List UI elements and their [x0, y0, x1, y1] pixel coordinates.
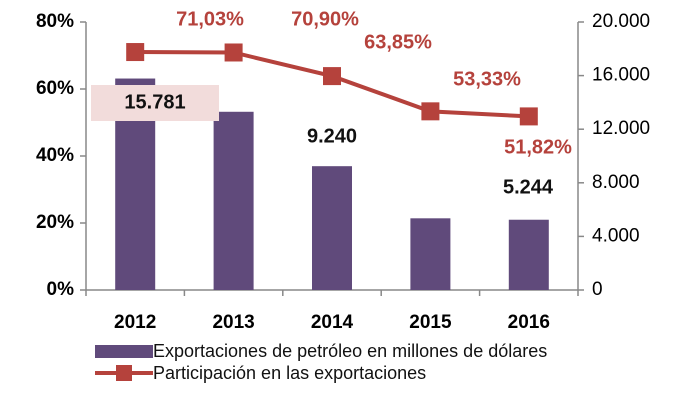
bar [312, 166, 352, 290]
line-value-label: 51,82% [504, 136, 572, 158]
legend-swatch [95, 362, 153, 384]
y2-tick-label: 12.000 [592, 118, 650, 139]
y-tick-label: 40% [36, 145, 74, 166]
x-tick-label: 2013 [212, 312, 254, 333]
y2-tick-label: 20.000 [592, 11, 650, 32]
x-tick-label: 2012 [114, 312, 156, 333]
y-tick-label: 60% [36, 78, 74, 99]
plot: 0% 20% 40% 60% 80% 0 4.000 8.000 12.000 16.000 20.… [36, 8, 650, 333]
y2-tick-label: 4.000 [592, 225, 640, 246]
line-marker [126, 43, 145, 62]
legend: Exportaciones de petróleo en millones de… [95, 340, 615, 384]
bar-value-label: 9.240 [307, 125, 357, 147]
line-marker [323, 67, 341, 86]
label-background [91, 85, 219, 121]
line-value-label: 71,03% [176, 8, 244, 30]
y2-tick-label: 0 [592, 279, 603, 300]
bar-value-label: 15.781 [124, 91, 185, 113]
bar-value-label: 5.244 [503, 176, 554, 198]
legend-item: Participación en las exportaciones [95, 362, 615, 384]
x-tick-label: 2014 [311, 312, 354, 333]
line-value-label: 53,33% [453, 68, 521, 90]
bar [508, 219, 549, 290]
bar [410, 218, 451, 290]
y-tick-label: 80% [36, 11, 74, 32]
line-value-label: 63,85% [364, 31, 432, 53]
line-marker [519, 107, 538, 126]
y-tick-label: 20% [36, 212, 74, 233]
legend-item: Exportaciones de petróleo en millones de… [95, 340, 615, 362]
bar [213, 111, 254, 290]
legend-label: Participación en las exportaciones [153, 363, 427, 383]
legend-swatch [95, 340, 153, 362]
line-marker [224, 43, 243, 62]
y2-tick-label: 8.000 [592, 172, 640, 193]
y2-tick-label: 16.000 [592, 65, 650, 86]
x-tick-label: 2015 [409, 312, 452, 333]
x-tick-label: 2016 [508, 312, 550, 333]
line-value-label: 70,90% [291, 8, 359, 30]
legend-label: Exportaciones de petróleo en millones de… [153, 341, 548, 361]
y-tick-label: 0% [47, 279, 75, 300]
line-marker [421, 102, 440, 121]
